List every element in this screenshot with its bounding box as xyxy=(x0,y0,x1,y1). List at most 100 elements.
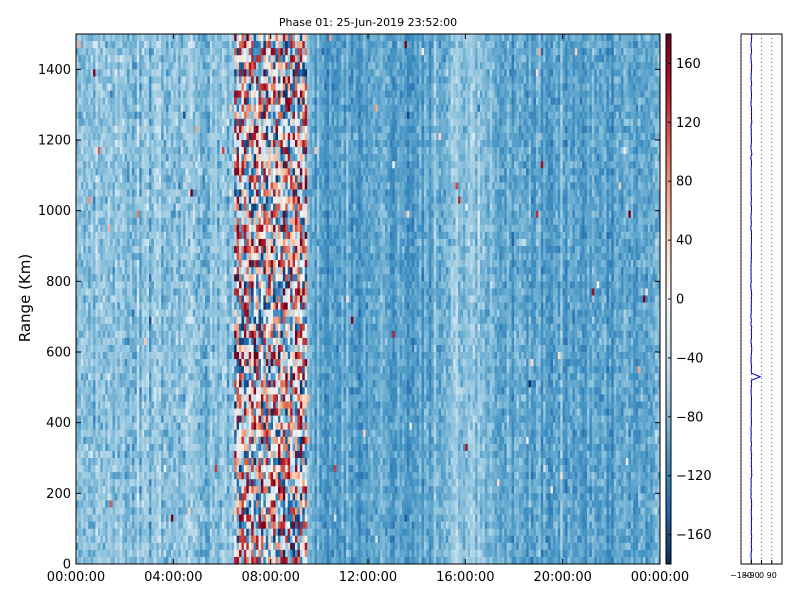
heatmap-cell xyxy=(210,359,213,366)
heatmap-cell xyxy=(222,507,225,514)
heatmap-cell xyxy=(120,253,123,260)
heatmap-cell xyxy=(139,239,142,246)
heatmap-cell xyxy=(78,465,81,472)
heatmap-cell xyxy=(183,197,186,204)
heatmap-cell xyxy=(132,401,135,408)
heatmap-cell xyxy=(227,239,230,246)
heatmap-cell xyxy=(83,380,86,387)
heatmap-cell xyxy=(166,98,169,105)
heatmap-cell xyxy=(237,310,240,317)
heatmap-cell xyxy=(210,83,213,90)
heatmap-cell xyxy=(164,522,167,529)
heatmap-cell xyxy=(122,515,125,522)
heatmap-cell xyxy=(198,409,201,416)
heatmap-cell xyxy=(200,359,203,366)
heatmap-cell xyxy=(142,423,145,430)
heatmap-cell xyxy=(159,486,162,493)
heatmap-cell xyxy=(190,444,193,451)
heatmap-cell xyxy=(149,536,152,543)
heatmap-cell xyxy=(156,515,159,522)
heatmap-cell xyxy=(105,373,108,380)
heatmap-cell xyxy=(125,472,128,479)
heatmap-cell xyxy=(200,133,203,140)
heatmap-cell xyxy=(220,310,223,317)
heatmap-cell xyxy=(198,281,201,288)
heatmap-cell xyxy=(224,55,227,62)
heatmap-cell xyxy=(210,168,213,175)
heatmap-cell xyxy=(210,529,213,536)
heatmap-cell xyxy=(178,345,181,352)
heatmap-cell xyxy=(88,493,91,500)
heatmap-cell xyxy=(212,204,215,211)
heatmap-cell xyxy=(144,204,147,211)
heatmap-cell xyxy=(117,380,120,387)
heatmap-cell xyxy=(95,182,98,189)
heatmap-cell xyxy=(222,140,225,147)
heatmap-cell xyxy=(110,119,113,126)
heatmap-cell xyxy=(203,359,206,366)
heatmap-cell xyxy=(98,409,101,416)
heatmap-cell xyxy=(98,416,101,423)
heatmap-cell xyxy=(127,48,130,55)
heatmap-cell xyxy=(156,543,159,550)
heatmap-cell xyxy=(229,168,232,175)
heatmap-cell xyxy=(130,324,133,331)
heatmap-cell xyxy=(173,204,176,211)
heatmap-cell xyxy=(198,430,201,437)
heatmap-cell xyxy=(142,260,145,267)
heatmap-cell xyxy=(217,281,220,288)
heatmap-cell xyxy=(86,430,89,437)
heatmap-cell xyxy=(115,133,118,140)
heatmap-cell xyxy=(115,105,118,112)
heatmap-cell xyxy=(229,267,232,274)
heatmap-cell xyxy=(210,338,213,345)
heatmap-cell xyxy=(190,83,193,90)
heatmap-cell xyxy=(130,409,133,416)
heatmap-cell xyxy=(117,126,120,133)
heatmap-cell xyxy=(151,274,154,281)
heatmap-cell xyxy=(115,260,118,267)
heatmap-cell xyxy=(86,529,89,536)
heatmap-cell xyxy=(151,41,154,48)
heatmap-cell xyxy=(137,182,140,189)
heatmap-cell xyxy=(176,288,179,295)
heatmap-cell xyxy=(198,91,201,98)
heatmap-cell xyxy=(142,380,145,387)
heatmap-cell xyxy=(227,515,230,522)
heatmap-cell xyxy=(232,41,235,48)
heatmap-cell xyxy=(103,486,106,493)
heatmap-cell xyxy=(200,331,203,338)
heatmap-cell xyxy=(117,274,120,281)
heatmap-cell xyxy=(195,55,198,62)
heatmap-cell xyxy=(168,126,171,133)
heatmap-cell xyxy=(103,288,106,295)
heatmap-cell xyxy=(161,281,164,288)
heatmap-cell xyxy=(100,515,103,522)
heatmap-cell xyxy=(198,557,201,564)
heatmap-cell xyxy=(113,98,116,105)
heatmap-cell xyxy=(154,373,157,380)
heatmap-cell xyxy=(154,281,157,288)
heatmap-cell xyxy=(122,98,125,105)
heatmap-cell xyxy=(168,543,171,550)
heatmap-cell xyxy=(224,444,227,451)
heatmap-cell xyxy=(108,401,111,408)
heatmap-cell xyxy=(117,437,120,444)
heatmap-cell xyxy=(161,232,164,239)
heatmap-cell xyxy=(151,394,154,401)
heatmap-cell xyxy=(125,486,128,493)
heatmap-cell xyxy=(139,76,142,83)
heatmap-cell xyxy=(203,168,206,175)
heatmap-cell xyxy=(93,168,96,175)
heatmap-cell xyxy=(232,295,235,302)
heatmap-cell xyxy=(217,211,220,218)
heatmap-cell xyxy=(217,182,220,189)
heatmap-cell xyxy=(186,394,189,401)
heatmap-cell xyxy=(151,557,154,564)
heatmap-cell xyxy=(207,267,210,274)
heatmap-cell xyxy=(115,352,118,359)
heatmap-cell xyxy=(188,500,191,507)
heatmap-cell xyxy=(122,324,125,331)
heatmap-cell xyxy=(120,458,123,465)
heatmap-cell xyxy=(193,267,196,274)
